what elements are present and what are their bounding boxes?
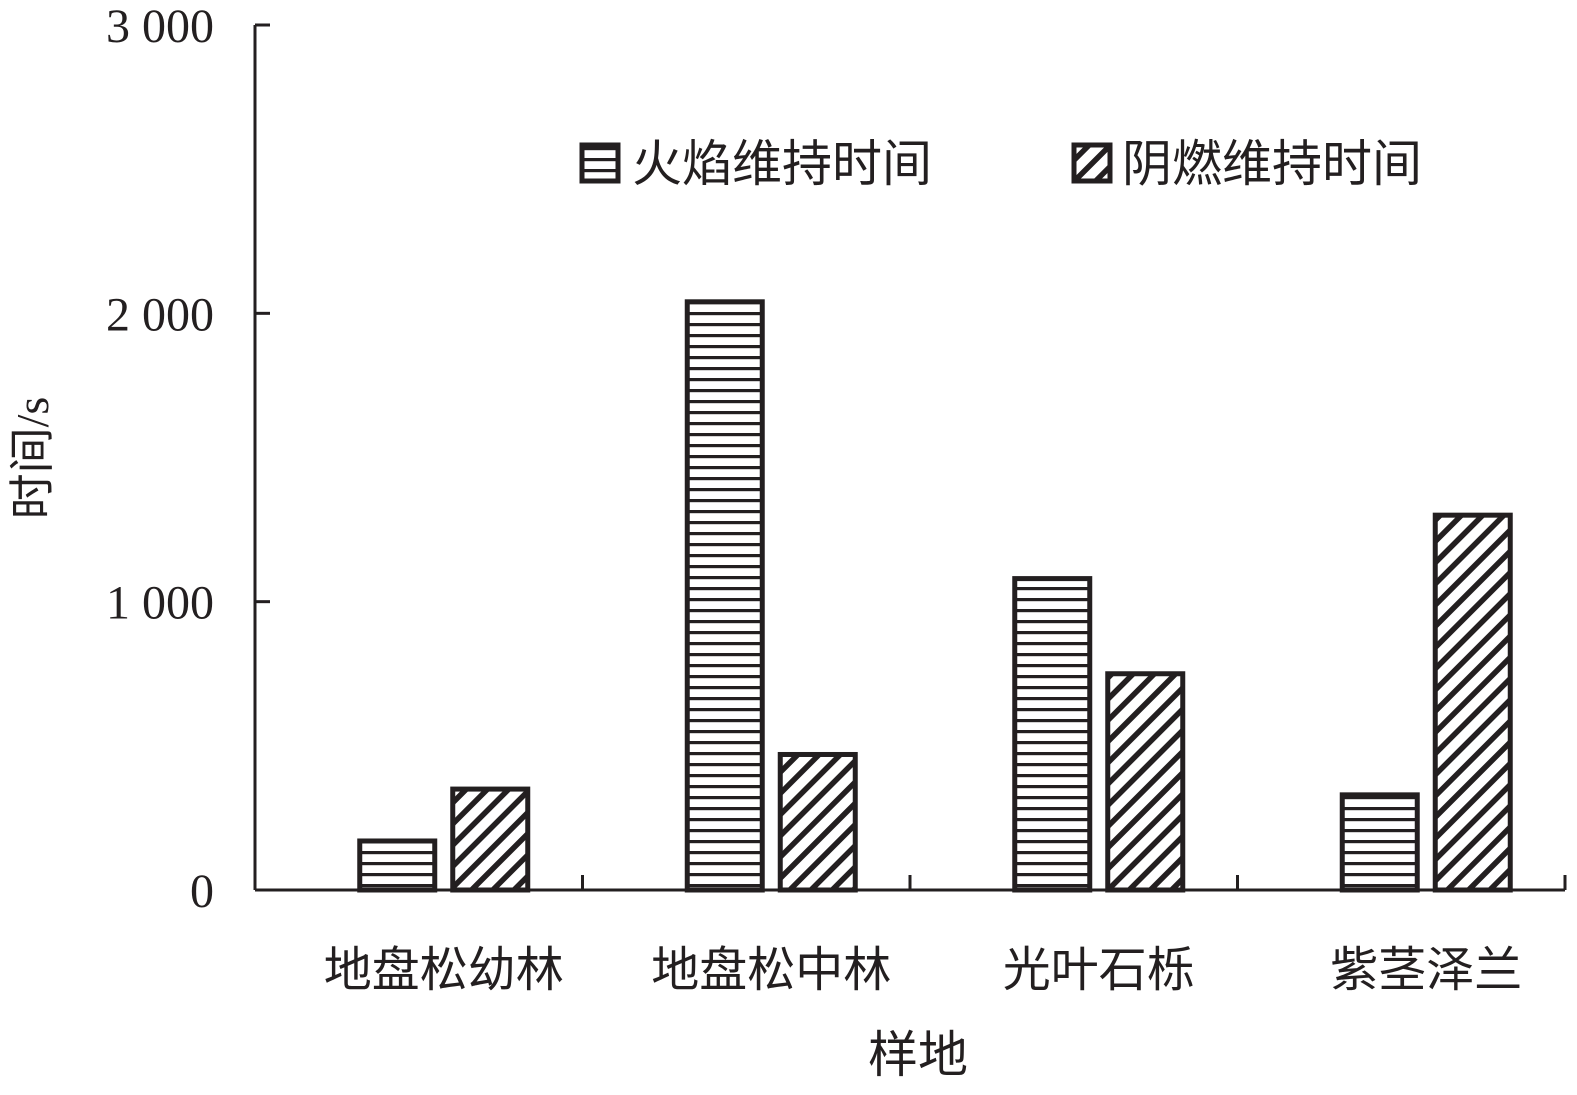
- x-tick-label-4: 紫茎泽兰: [1330, 944, 1522, 997]
- x-tick-label-1: 地盘松幼林: [324, 944, 564, 997]
- legend-swatch-flame: [579, 142, 621, 184]
- legend-label-smolder: 阴燃维持时间: [1122, 136, 1422, 192]
- x-axis-title: 样地: [868, 1027, 968, 1083]
- y-tick-label-2: 1 000: [106, 577, 214, 630]
- y-tick-label-3: 2 000: [106, 288, 214, 341]
- bar-flame-3: [1012, 576, 1093, 893]
- x-tick-label-2: 地盘松中林: [651, 944, 891, 997]
- legend-item-flame: 火焰维持时间: [579, 136, 932, 192]
- y-tick-label-1: 0: [190, 865, 214, 918]
- plot-area: 地盘松幼林 地盘松中林 光叶石栎 紫茎泽兰 0 1 000 2 000 3 000: [106, 0, 1567, 997]
- legend-swatch-smolder: [1071, 142, 1113, 184]
- legend-item-smolder: 阴燃维持时间: [1071, 136, 1422, 192]
- bar-flame-1: [357, 838, 438, 893]
- x-tick-label-3: 光叶石栎: [1003, 944, 1195, 997]
- legend: 火焰维持时间 阴燃维持时间: [579, 136, 1422, 192]
- y-axis-title: 时间/s: [7, 397, 58, 520]
- bar-smolder-4: [1432, 512, 1513, 893]
- bar-smolder-3: [1105, 671, 1186, 893]
- legend-label-flame: 火焰维持时间: [632, 136, 932, 192]
- bar-flame-4: [1339, 792, 1420, 893]
- bar-smolder-1: [450, 786, 531, 893]
- bar-flame-2: [684, 299, 765, 893]
- bar-smolder-2: [777, 751, 858, 893]
- y-tick-label-4: 3 000: [106, 0, 214, 53]
